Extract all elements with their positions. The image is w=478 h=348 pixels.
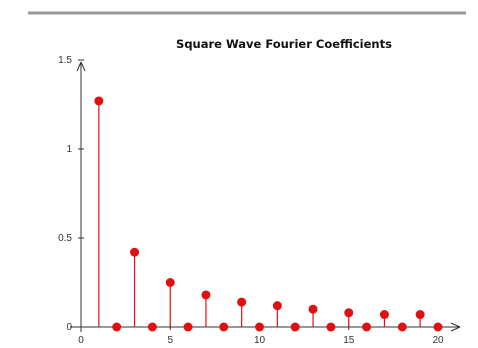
stems xyxy=(94,96,443,332)
y-tick-label-3: 1.5 xyxy=(58,55,72,66)
stem-marker-1 xyxy=(94,96,104,106)
stem-marker-17 xyxy=(379,310,389,320)
chart-title: Square Wave Fourier Coefficients xyxy=(176,37,392,51)
x-tick-label-3: 15 xyxy=(343,335,355,346)
stem-marker-9 xyxy=(237,297,247,307)
y-tick-label-1: 0.5 xyxy=(58,233,72,244)
stem-marker-16 xyxy=(362,322,372,332)
stem-marker-19 xyxy=(415,310,425,320)
x-tick-label-2: 10 xyxy=(254,335,266,346)
stem-marker-11 xyxy=(272,301,282,311)
stem-marker-14 xyxy=(326,322,336,332)
stem-marker-6 xyxy=(183,322,193,332)
x-tick-label-1: 5 xyxy=(167,335,173,346)
stem-marker-12 xyxy=(290,322,300,332)
stem-marker-7 xyxy=(201,290,211,300)
y-tick-label-2: 1 xyxy=(66,144,72,155)
stem-marker-8 xyxy=(219,322,229,332)
x-tick-label-4: 20 xyxy=(432,335,444,346)
stem-marker-4 xyxy=(147,322,157,332)
stem-marker-18 xyxy=(397,322,407,332)
stem-marker-10 xyxy=(255,322,264,332)
stem-marker-5 xyxy=(165,278,175,287)
stem-marker-15 xyxy=(344,308,354,318)
stem-marker-2 xyxy=(112,322,122,332)
y-axis-arrow xyxy=(76,61,86,72)
stem-marker-20 xyxy=(433,322,443,332)
x-tick-label-0: 0 xyxy=(78,335,84,346)
axes: 0 0.5 1 1.5 0 5 10 15 20 xyxy=(58,55,461,346)
stem-marker-13 xyxy=(308,304,318,314)
x-axis-arrow xyxy=(450,322,461,332)
y-tick-label-0: 0 xyxy=(66,322,72,333)
stem-marker-3 xyxy=(130,247,140,257)
